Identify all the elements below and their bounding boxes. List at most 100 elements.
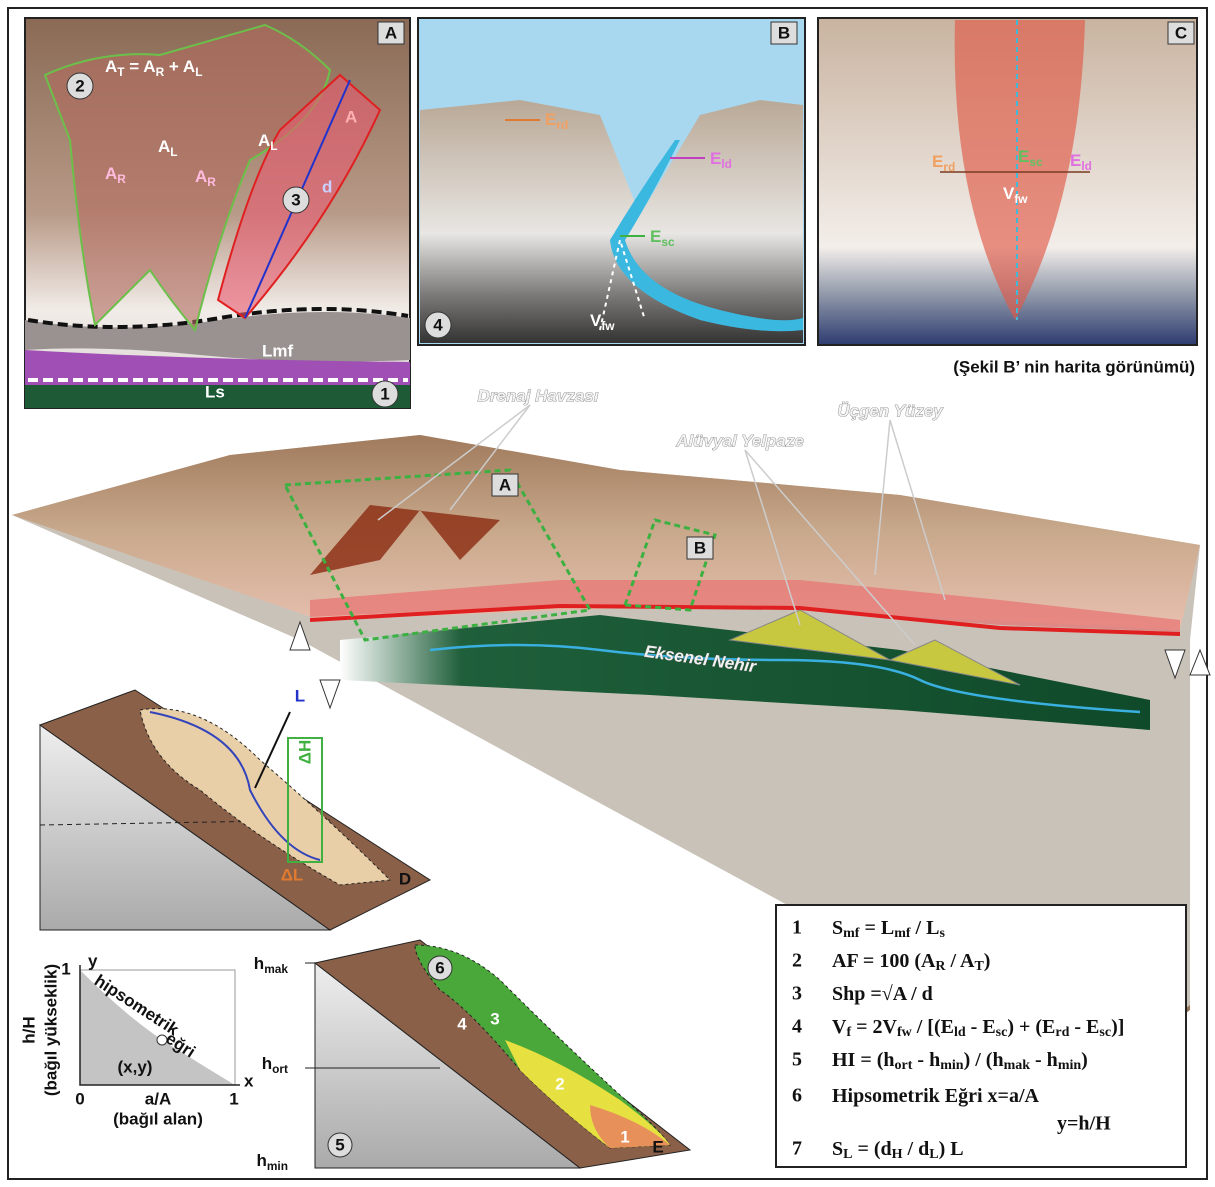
panel-b [417, 17, 806, 346]
axis-name: y [88, 951, 98, 970]
subscript: mak [1004, 1058, 1031, 1073]
panel-letter: D [399, 869, 411, 888]
number-circle [424, 311, 452, 339]
zone-number: 4 [457, 1014, 467, 1033]
subscript: f [846, 1025, 851, 1040]
label-part: E [1070, 151, 1081, 170]
area-equation: AT​ = AR​ + AL​ [105, 57, 202, 79]
subscript: fw [897, 1025, 913, 1040]
label-part: - E [1069, 1016, 1099, 1038]
formula-box [775, 904, 1187, 1168]
subscript: mf [894, 926, 911, 941]
label-part: A [195, 167, 207, 186]
subscript: L [270, 139, 277, 153]
axis-name: x [244, 1071, 254, 1090]
subscript: rd [1055, 1025, 1069, 1040]
subscript: min [940, 1058, 964, 1073]
letter-box [491, 473, 519, 497]
subscript: sc [996, 1025, 1008, 1040]
leader [744, 449, 916, 646]
subscript: ort [895, 1058, 913, 1073]
subscript: ld [721, 157, 732, 171]
letter-box [686, 536, 714, 560]
formula: AF = 100 (AR​ / AT​) [832, 950, 990, 975]
panel-d [38, 689, 432, 931]
label-part: / A [946, 950, 975, 972]
panel-c-label: Eld​ [1070, 151, 1092, 173]
main-channel [149, 711, 321, 861]
height-diff-label: ΔH [295, 740, 314, 765]
subscript: min [1058, 1058, 1082, 1073]
subscript: fw [601, 319, 615, 333]
number-circle [427, 955, 453, 981]
label-part: E [650, 227, 661, 246]
label-part: h [254, 954, 264, 973]
label-part: HI = (h [832, 1049, 895, 1071]
formula-number: 5 [792, 1049, 802, 1071]
panel-c-label: Erd​ [932, 152, 955, 174]
panel-c-label: Esc​ [1018, 147, 1043, 169]
label-part: = (d [852, 1138, 891, 1160]
label-part: ) L [939, 1138, 964, 1160]
y-label: h/H [19, 1016, 38, 1043]
arrow [254, 711, 291, 789]
leader [449, 404, 531, 511]
subscript: rd [943, 160, 955, 174]
panel-number: 4 [433, 315, 443, 334]
subscript: R [117, 172, 126, 186]
formula: Smf​ = Lmf​ / Ls​ [832, 917, 945, 942]
panel-number: 6 [435, 958, 444, 977]
feature-label: Alüvyal Yelpaze [675, 431, 804, 450]
label-part: A [105, 57, 117, 76]
label-part: Hipsometrik Eğri x=a/A [832, 1085, 1040, 1107]
panel-letter: E [652, 1137, 663, 1156]
formula-number: 1 [792, 917, 802, 939]
length-label: L [295, 686, 305, 705]
subscript: ort [272, 1062, 288, 1076]
label-part: S [832, 1138, 843, 1160]
subscript: mf [843, 926, 860, 941]
label-part: = L [859, 917, 894, 939]
label-part: h [262, 1054, 272, 1073]
panel-a-label: A [345, 107, 357, 126]
subscript: T [974, 959, 984, 974]
label-part: + A [164, 57, 195, 76]
subscript: H [892, 1147, 903, 1162]
subscript: sc [1099, 1025, 1111, 1040]
subscript: R [156, 65, 165, 79]
elevation-label: hmak​ [254, 954, 289, 976]
panel-b-label: Eld​ [710, 149, 732, 171]
hypsometric-plot [79, 965, 240, 1086]
label-part: A [105, 164, 117, 183]
zone-number: 2 [555, 1074, 564, 1093]
panel-c-label: Vfw​ [1003, 184, 1028, 206]
formula: HI = (hort​ - hmin​) / (hmak​ - hmin​) [832, 1049, 1088, 1074]
leader [744, 449, 801, 626]
panel-number: 7 [213, 679, 222, 698]
formula: Hipsometrik Eğri x=a/A [832, 1085, 1040, 1107]
box-b-outline [622, 518, 717, 612]
label-part: ) + (E [1007, 1016, 1055, 1038]
formula: SL​ = (dH​ / dL​) L [832, 1138, 964, 1163]
subscript: mak [264, 962, 288, 976]
label-part: S [832, 917, 843, 939]
plot-frame [80, 969, 236, 1085]
length-diff-label: ΔL [281, 865, 304, 884]
label-part: ) [984, 950, 991, 972]
letter-box [377, 21, 405, 45]
formula-number: 2 [792, 950, 802, 972]
elevation-label: hort​ [262, 1054, 288, 1076]
label-part: - E [966, 1016, 996, 1038]
triangle-facet [954, 20, 1085, 320]
axis-number: 0 [75, 1089, 84, 1108]
label-part: E [710, 149, 721, 168]
axes [79, 965, 240, 1086]
formula-number: 4 [792, 1016, 802, 1038]
panel-b-label: Erd​ [545, 110, 568, 132]
formula-number: 7 [792, 1138, 802, 1160]
feature-label: Drenaj Havzası [478, 386, 599, 405]
panel-b-label: Esc​ [650, 227, 675, 249]
fault-arrows [1164, 648, 1211, 680]
panel-a-label: AL​ [158, 137, 178, 159]
panel-number: 1 [380, 384, 389, 403]
